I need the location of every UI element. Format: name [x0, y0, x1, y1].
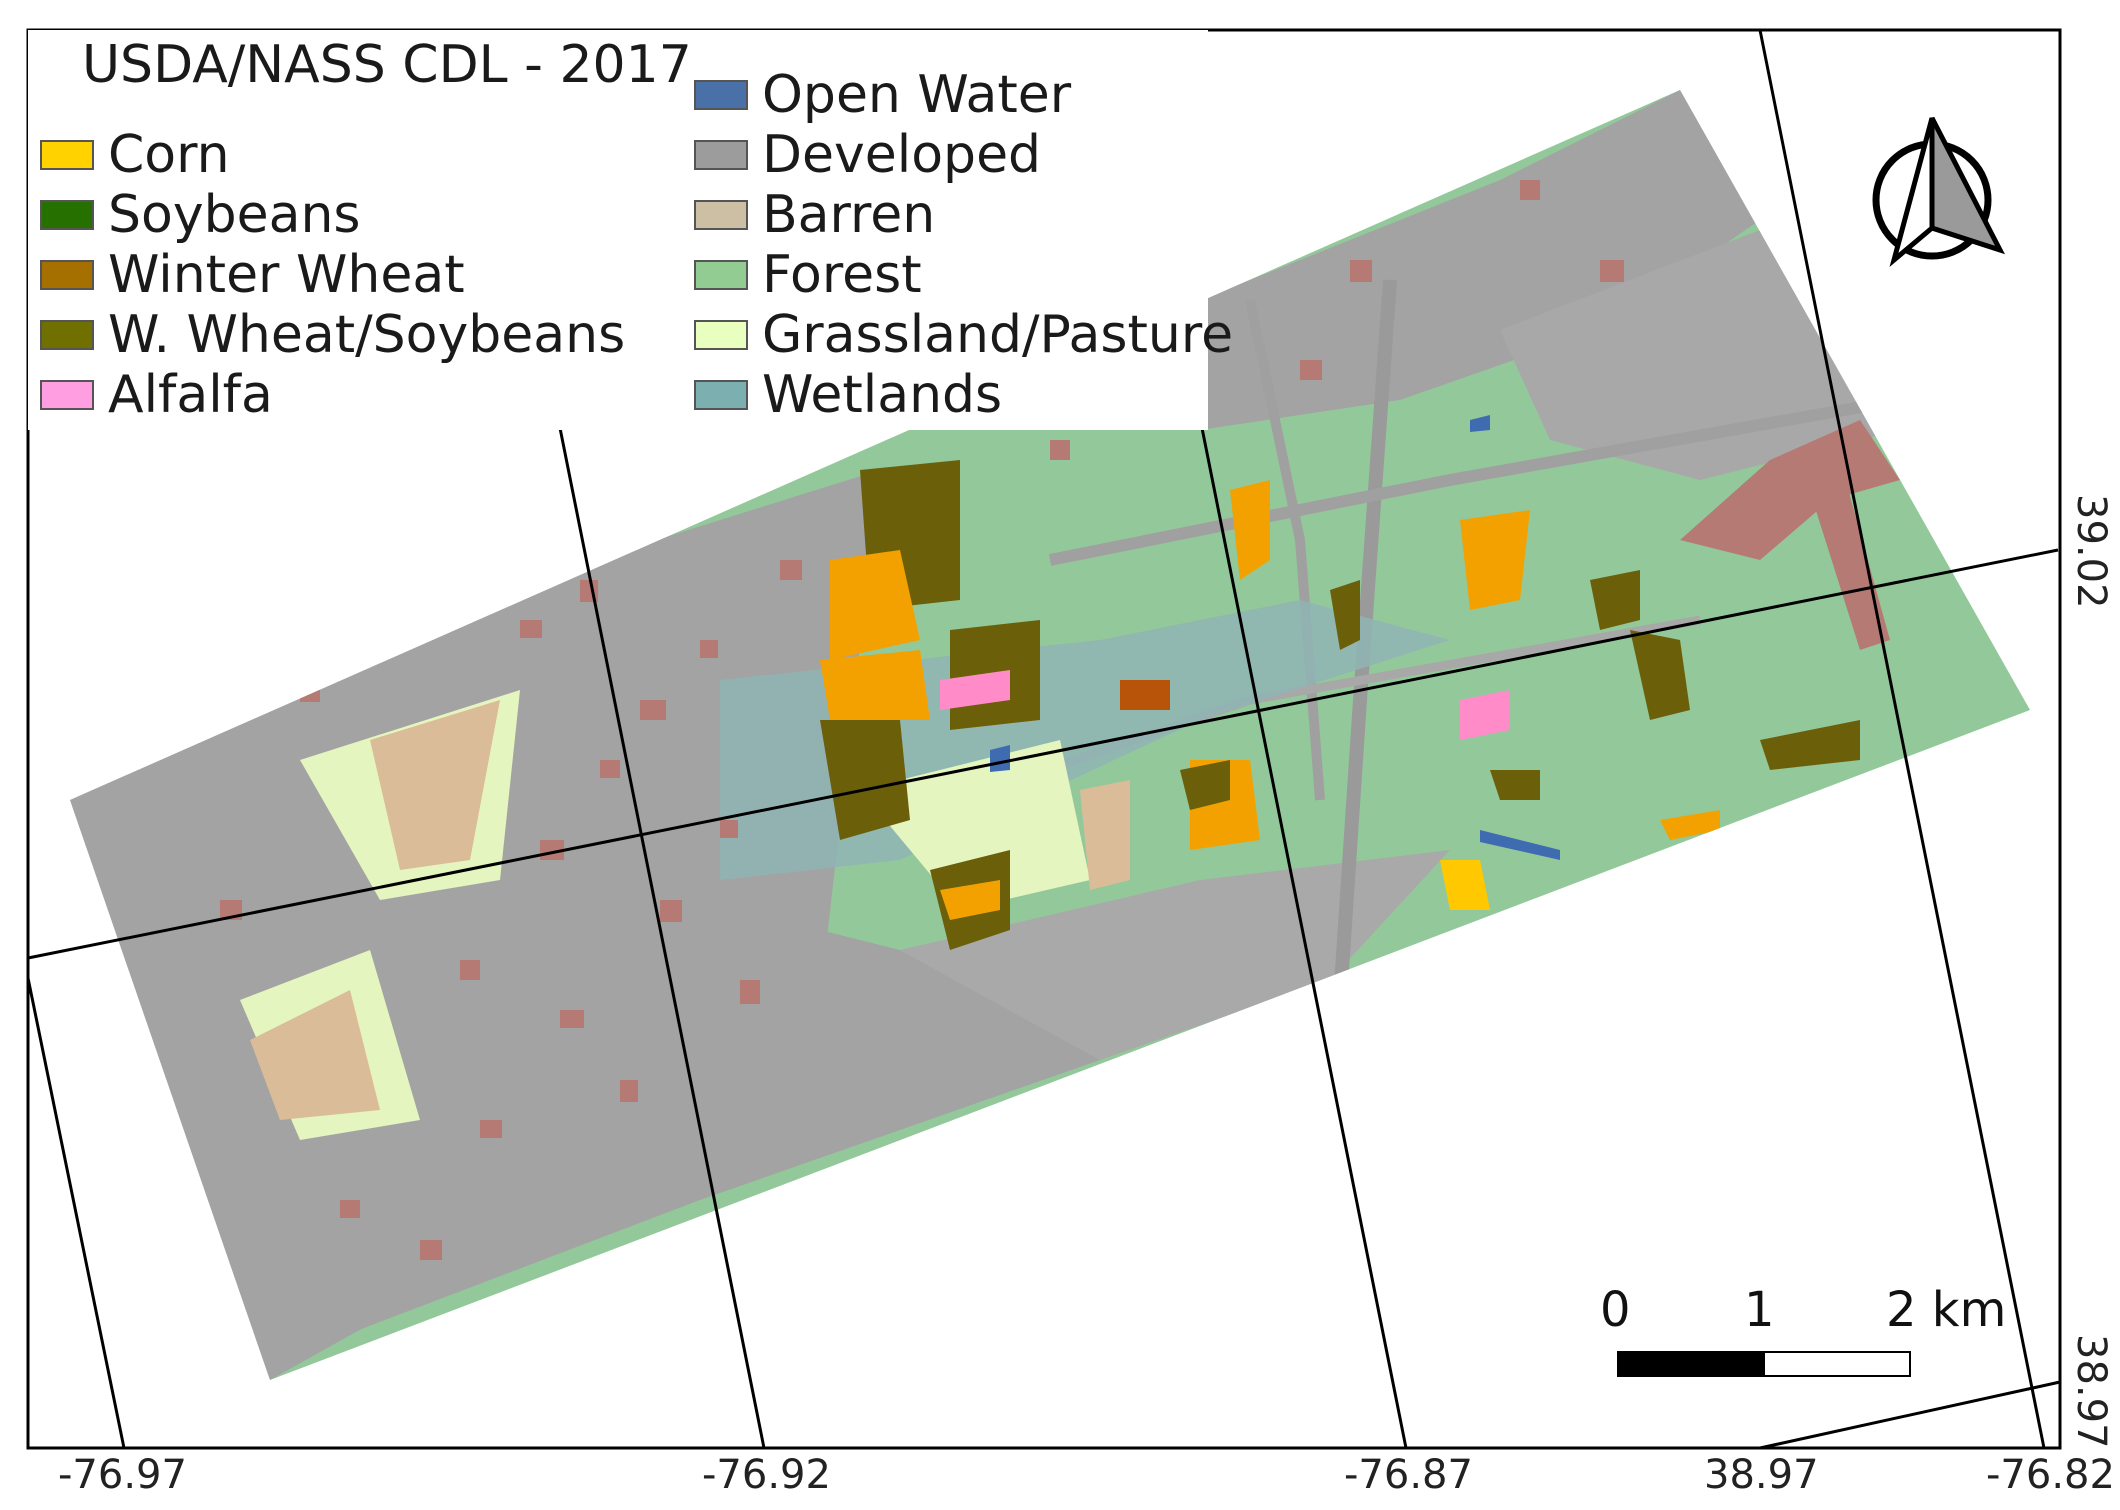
legend-swatch-wetlands [694, 380, 748, 410]
field-alfalfa-2 [1460, 690, 1510, 740]
scale-bar-label: 2 km [1886, 1282, 2007, 1338]
grid-line-lon-76-92 [558, 427, 766, 1449]
field-corn-6 [1460, 510, 1530, 610]
scale-bar [1617, 1351, 1911, 1377]
legend-swatch-open-water [694, 80, 748, 110]
field-wheat-soy-7 [1590, 570, 1640, 630]
legend-label: Forest [762, 245, 922, 305]
legend-item-winter-wheat: Winter Wheat [40, 244, 465, 306]
field-wheat-soy-3 [820, 720, 910, 840]
legend-label: Barren [762, 185, 936, 245]
scale-bar-label: 0 [1600, 1282, 1631, 1338]
legend-item-open-water: Open Water [694, 64, 1071, 126]
legend-title: USDA/NASS CDL - 2017 [82, 35, 692, 95]
legend-label: Developed [762, 125, 1042, 185]
legend-label: Soybeans [108, 185, 361, 245]
grid-line-lon-76-87 [1200, 427, 1408, 1449]
legend-item-barren: Barren [694, 184, 935, 246]
tick-label-bottom: -76.82 [1986, 1452, 2115, 1498]
legend-swatch-soybeans [40, 200, 94, 230]
legend-item-soybeans: Soybeans [40, 184, 361, 246]
legend-swatch-grassland-pasture [694, 320, 748, 350]
legend-item-w-wheat-soybeans: W. Wheat/Soybeans [40, 304, 625, 366]
legend [28, 30, 1208, 430]
legend-item-grassland-pasture: Grassland/Pasture [694, 304, 1233, 366]
grid-line-lat-39-02 [27, 548, 2059, 960]
water-1 [990, 745, 1010, 772]
legend-label: Open Water [762, 65, 1072, 125]
legend-label: Alfalfa [108, 365, 273, 425]
tick-label-right: 39.02 [2068, 494, 2114, 609]
road-2 [1048, 394, 1902, 566]
field-corn-3 [940, 880, 1000, 920]
scale-bar-black [1617, 1351, 1765, 1377]
brick-east-2 [1800, 460, 1890, 650]
field-wheat-soy-8 [1630, 630, 1690, 720]
barren-west-1 [370, 700, 500, 870]
grid-line-lon-76-82 [1758, 29, 2046, 1449]
legend-swatch-winter-wheat [40, 260, 94, 290]
tick-label-bottom: -76.87 [1344, 1452, 1473, 1498]
legend-item-developed: Developed [694, 124, 1041, 186]
developed-southwest [230, 880, 1100, 1360]
legend-label: Winter Wheat [108, 245, 465, 305]
legend-swatch-developed [694, 140, 748, 170]
tick-label-right: 38.97 [2068, 1334, 2114, 1449]
legend-swatch-corn [40, 140, 94, 170]
grid-line-lat-38-97 [1759, 1380, 2061, 1450]
scale-bar-white [1763, 1351, 1911, 1377]
legend-label: W. Wheat/Soybeans [108, 305, 626, 365]
water-2 [1480, 830, 1560, 860]
grid-line-lon-76-97 [26, 977, 126, 1449]
legend-swatch-w-wheat-soybeans [40, 320, 94, 350]
field-corn-8 [1660, 810, 1720, 840]
field-alfalfa-1 [940, 670, 1010, 710]
barren-central [1080, 780, 1130, 890]
developed-south [900, 850, 1450, 1060]
road-3 [1245, 298, 1325, 801]
north-arrow-icon [1872, 116, 2005, 268]
developed-north [1150, 90, 1760, 430]
field-wheat-soy-10 [1760, 720, 1860, 770]
land-cover-raster [70, 90, 2030, 1380]
legend-item-alfalfa: Alfalfa [40, 364, 273, 426]
field-winter-wheat-1 [1120, 680, 1170, 710]
field-wheat-soy-6 [1330, 580, 1360, 650]
legend-label: Corn [108, 125, 230, 185]
grass-central [860, 740, 1090, 910]
tick-label-bottom: -76.97 [58, 1452, 187, 1498]
legend-swatch-barren [694, 200, 748, 230]
legend-swatch-forest [694, 260, 748, 290]
legend-swatch-alfalfa [40, 380, 94, 410]
field-corn-1 [830, 550, 920, 660]
field-wheat-soy-9 [1490, 770, 1540, 800]
barren-west-2 [250, 990, 380, 1120]
graticule [26, 29, 2061, 1450]
field-corn-7 [1440, 860, 1490, 910]
tick-label-bottom: -76.92 [702, 1452, 831, 1498]
water-3 [1470, 415, 1490, 432]
legend-label: Wetlands [762, 365, 1003, 425]
legend-item-forest: Forest [694, 244, 922, 306]
field-corn-2 [820, 650, 930, 720]
legend-label: Grassland/Pasture [762, 305, 1234, 365]
legend-item-corn: Corn [40, 124, 230, 186]
scale-bar-label: 1 [1744, 1282, 1775, 1338]
field-corn-5 [1230, 480, 1270, 580]
tick-label-bottom: 38.97 [1704, 1452, 1819, 1498]
field-wheat-soy-5 [1180, 760, 1230, 810]
legend-item-wetlands: Wetlands [694, 364, 1002, 426]
road-1 [1333, 279, 1397, 1001]
